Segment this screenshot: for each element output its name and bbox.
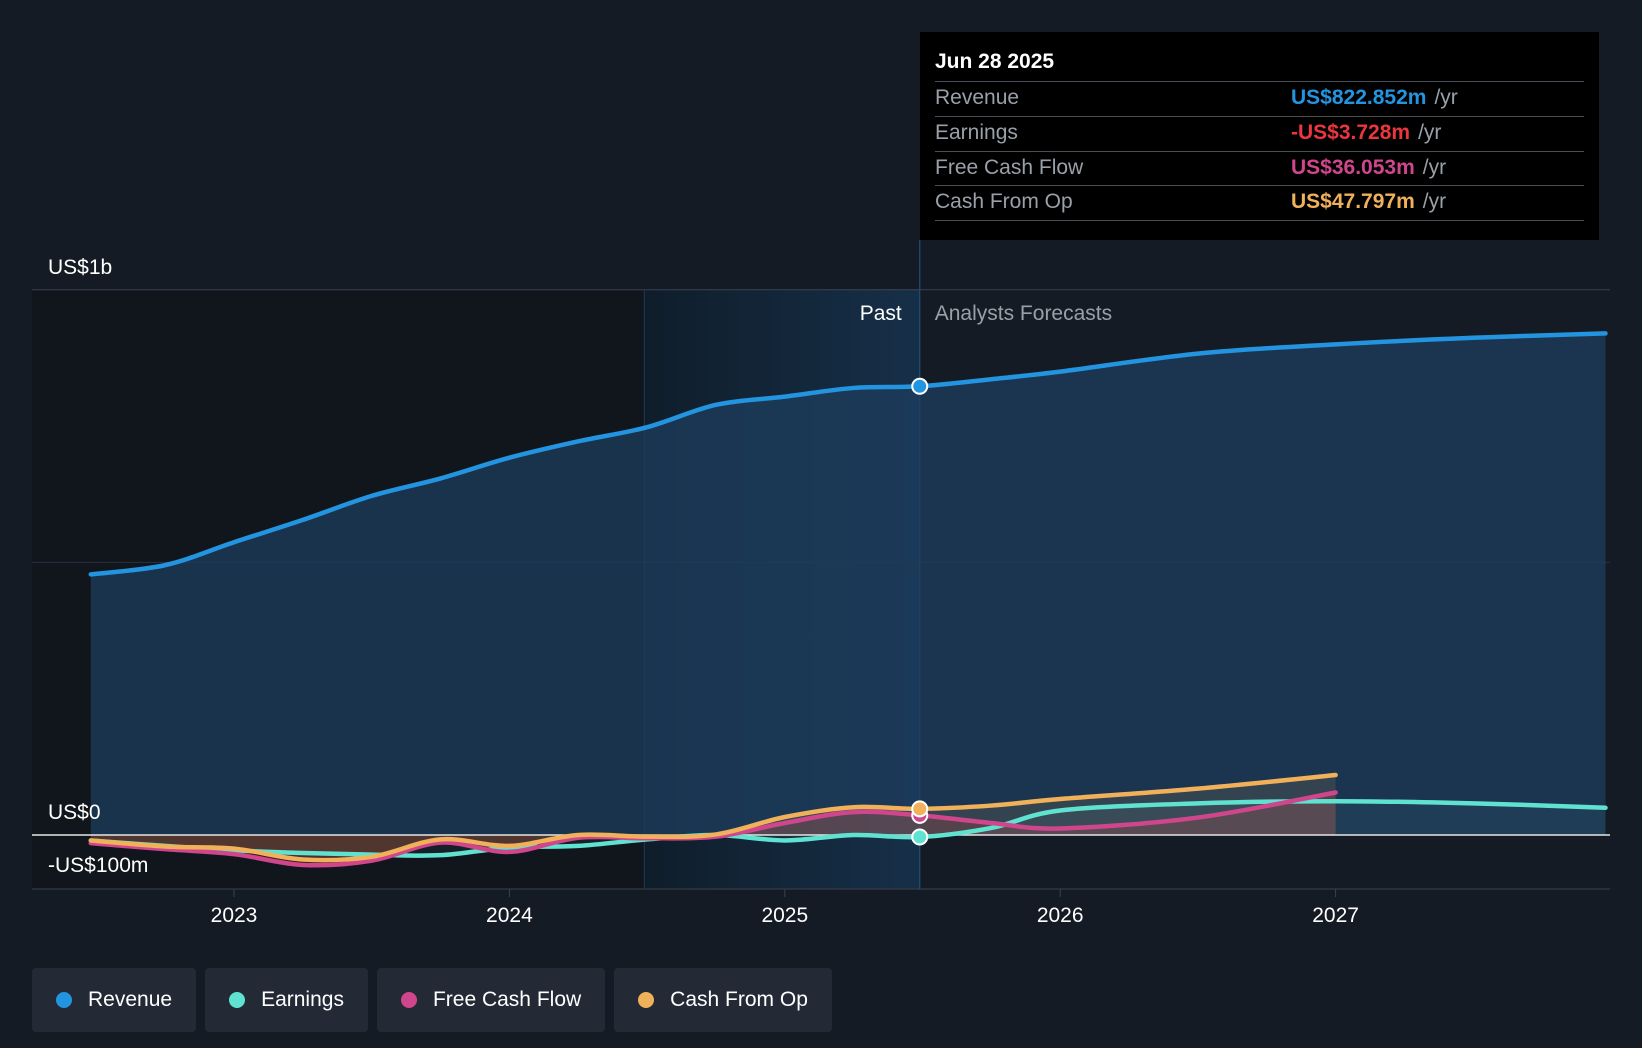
- area-cash-from-op: [90, 775, 1336, 861]
- x-tick-label: 2025: [761, 904, 808, 927]
- legend-item-revenue[interactable]: Revenue: [32, 968, 197, 1032]
- forecast-label: Analysts Forecasts: [935, 302, 1112, 325]
- tooltip-row-free-cash-flow: Free Cash Flow US$36.053m/yr: [935, 151, 1584, 186]
- legend-dot-icon: [638, 992, 655, 1008]
- tooltip-row-earnings: Earnings -US$3.728m/yr: [935, 116, 1584, 151]
- legend-dot-icon: [56, 992, 72, 1008]
- legend-item-earnings[interactable]: Earnings: [205, 968, 368, 1032]
- tooltip-label: Free Cash Flow: [935, 156, 1084, 179]
- x-tick-label: 2023: [211, 904, 258, 927]
- legend-label: Cash From Op: [670, 988, 808, 1011]
- tooltip-markers: [911, 377, 929, 846]
- tooltip-date: Jun 28 2025: [935, 50, 1055, 73]
- legend-label: Revenue: [88, 988, 173, 1011]
- y-tick-label: -US$100m: [48, 854, 148, 877]
- x-tick-label: 2027: [1312, 904, 1359, 927]
- tooltip-label: Revenue: [935, 86, 1020, 109]
- tooltip: Jun 28 2025 Revenue US$822.852m/yr Earni…: [920, 32, 1599, 240]
- marker-cash-from-op: [911, 800, 929, 818]
- tooltip-value: US$47.797m/yr: [1291, 190, 1447, 213]
- legend-label: Earnings: [261, 988, 344, 1011]
- legend-item-free-cash-flow[interactable]: Free Cash Flow: [376, 968, 606, 1032]
- area-revenue: [90, 333, 1606, 835]
- legend-label: Free Cash Flow: [432, 988, 582, 1011]
- legend-dot-icon: [229, 992, 246, 1008]
- line-cash-from-op: [88, 772, 1338, 863]
- tooltip-label: Cash From Op: [935, 190, 1073, 213]
- x-tick-label: 2024: [486, 904, 533, 927]
- legend: Revenue Earnings Free Cash Flow Cash Fro…: [32, 968, 832, 1032]
- tooltip-value: US$36.053m/yr: [1291, 156, 1447, 179]
- axis-labels: US$1b US$0 -US$100m 2023 2024 2025 2026 2027 Pas…: [48, 256, 1359, 927]
- x-tick-label: 2026: [1037, 904, 1084, 927]
- tooltip-value: -US$3.728m/yr: [1291, 121, 1442, 144]
- marker-revenue: [911, 377, 929, 395]
- y-tick-label: US$0: [48, 801, 101, 824]
- tooltip-row-revenue: Revenue US$822.852m/yr: [935, 81, 1584, 116]
- tooltip-label: Earnings: [935, 121, 1018, 144]
- y-tick-label: US$1b: [48, 256, 112, 279]
- line-revenue: [88, 331, 1608, 577]
- line-earnings: [88, 798, 1608, 858]
- past-label: Past: [860, 302, 902, 325]
- tooltip-row-cash-from-op: Cash From Op US$47.797m/yr: [935, 185, 1584, 221]
- marker-earnings: [911, 828, 929, 846]
- series-lines: [32, 331, 1610, 868]
- legend-item-cash-from-op[interactable]: Cash From Op: [614, 968, 832, 1032]
- tooltip-value: US$822.852m/yr: [1291, 86, 1458, 109]
- legend-dot-icon: [400, 992, 417, 1008]
